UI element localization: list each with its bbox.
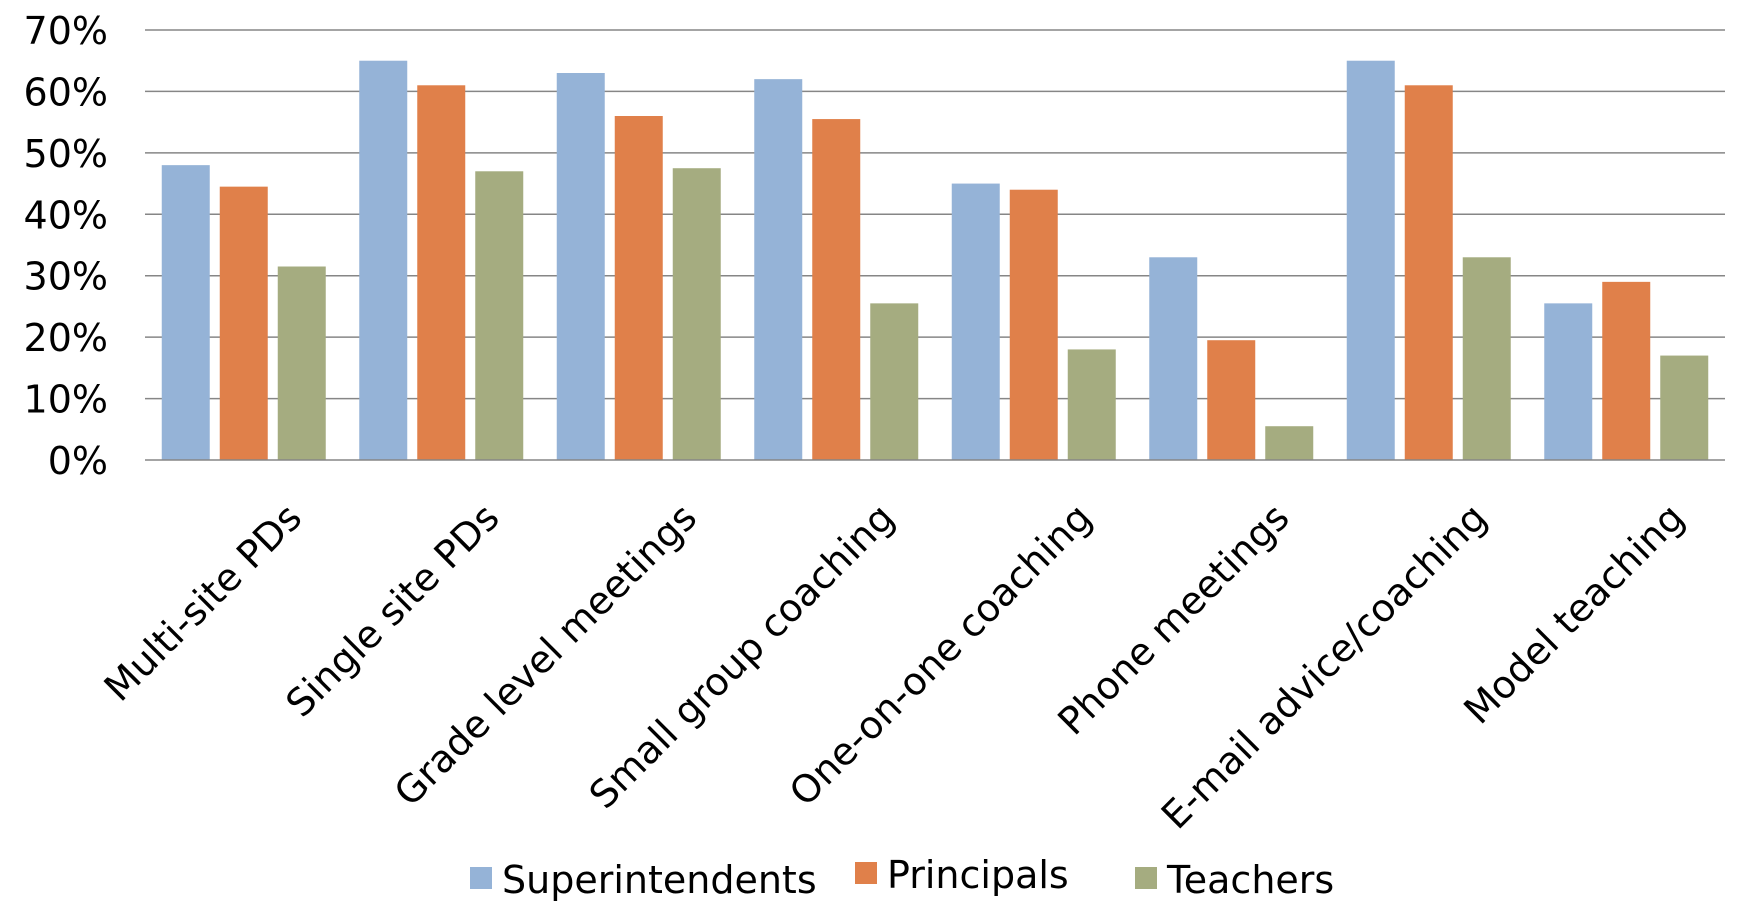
legend-swatch-principals [855, 862, 877, 884]
y-axis-ticks: 0% 10% 20% 30% 40% 50% 60% 70% [24, 9, 108, 483]
y-tick-label: 30% [24, 255, 108, 299]
bar-superintendents-5 [1149, 257, 1198, 460]
x-tick-label: E-mail advice/coaching [1153, 495, 1495, 837]
bar-teachers-5 [1265, 426, 1314, 460]
bar-principals-3 [812, 119, 861, 461]
y-tick-label: 10% [24, 378, 108, 422]
bar-teachers-7 [1660, 355, 1709, 460]
y-tick-label: 40% [24, 193, 108, 237]
legend-label-principals: Principals [887, 853, 1069, 897]
y-tick-label: 20% [24, 316, 108, 360]
bar-teachers-1 [475, 171, 524, 461]
y-tick-label: 0% [48, 439, 108, 483]
bar-principals-7 [1602, 281, 1651, 460]
bar-teachers-2 [672, 168, 721, 460]
bar-principals-2 [614, 116, 663, 460]
bar-principals-1 [417, 85, 466, 461]
bar-teachers-6 [1462, 257, 1511, 460]
bar-teachers-3 [870, 303, 919, 460]
bar-superintendents-6 [1346, 60, 1395, 460]
gridlines [145, 29, 1725, 400]
legend-label-teachers: Teachers [1166, 858, 1334, 902]
bar-teachers-4 [1067, 349, 1116, 460]
y-tick-label: 50% [24, 132, 108, 176]
x-tick-label: Multi-site PDs [96, 495, 310, 709]
bar-superintendents-4 [951, 183, 1000, 461]
bar-superintendents-2 [556, 73, 605, 460]
bar-superintendents-7 [1544, 303, 1593, 460]
bar-principals-5 [1207, 340, 1256, 460]
bar-principals-4 [1009, 189, 1058, 460]
bar-superintendents-3 [754, 79, 803, 461]
legend: Superintendents Principals Teachers [470, 853, 1334, 902]
bar-teachers-0 [277, 266, 326, 460]
bar-superintendents-0 [161, 165, 210, 460]
x-tick-label: Single site PDs [277, 495, 507, 725]
legend-swatch-superintendents [470, 867, 492, 889]
bar-principals-6 [1404, 85, 1453, 461]
legend-swatch-teachers [1135, 867, 1157, 889]
bar-superintendents-1 [359, 60, 408, 460]
x-tick-label: Model teaching [1455, 495, 1692, 732]
bars [161, 60, 1709, 461]
legend-label-superintendents: Superintendents [502, 858, 817, 902]
y-tick-label: 70% [24, 9, 108, 53]
bar-principals-0 [219, 186, 268, 460]
y-tick-label: 60% [24, 70, 108, 114]
